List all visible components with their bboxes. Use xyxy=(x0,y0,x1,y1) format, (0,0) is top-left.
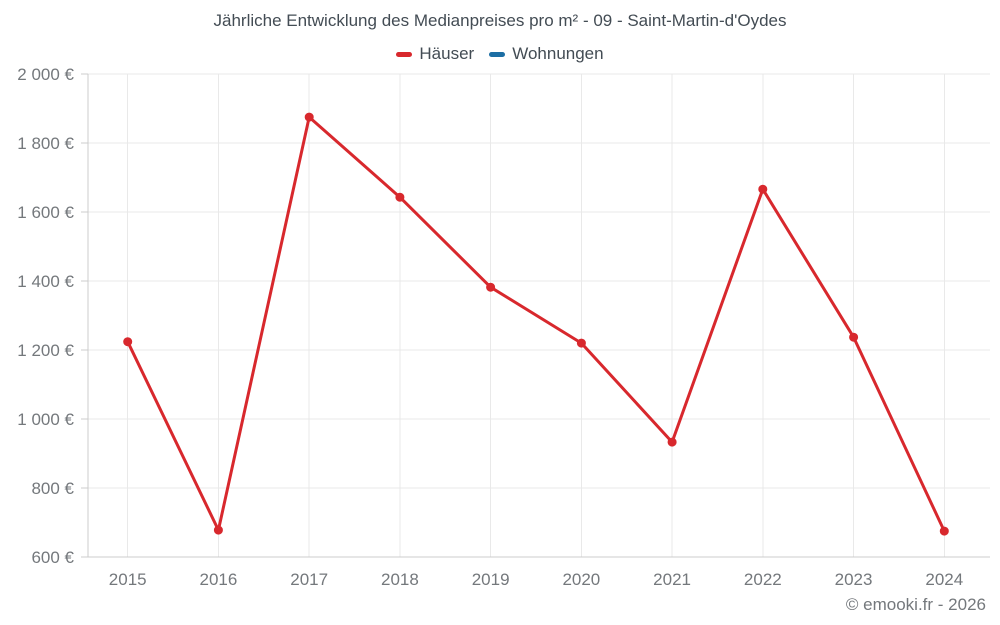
data-point-haeuser-2023[interactable] xyxy=(849,332,859,342)
series-line-haeuser xyxy=(126,115,946,533)
y-axis-tick-label: 1 600 € xyxy=(17,203,74,222)
y-axis-tick-label: 800 € xyxy=(31,479,74,498)
x-axis-tick-label: 2018 xyxy=(381,570,419,589)
legend: Häuser Wohnungen xyxy=(0,44,1000,64)
chart-title: Jährliche Entwicklung des Medianpreises … xyxy=(213,11,787,30)
data-point-haeuser-2021[interactable] xyxy=(667,437,677,447)
legend-item-wohnungen[interactable]: Wohnungen xyxy=(489,44,604,64)
data-point-haeuser-2022[interactable] xyxy=(758,184,768,194)
legend-marker-wohnungen-icon xyxy=(489,51,506,57)
y-axis-tick-label: 1 800 € xyxy=(17,134,74,153)
legend-label-haeuser: Häuser xyxy=(419,44,475,63)
x-axis-tick-label: 2019 xyxy=(472,570,510,589)
data-point-haeuser-2015[interactable] xyxy=(123,337,133,347)
legend-label-wohnungen: Wohnungen xyxy=(512,44,604,63)
y-axis-tick-label: 600 € xyxy=(31,548,74,567)
x-axis-tick-label: 2022 xyxy=(744,570,782,589)
y-axis-tick-label: 1 400 € xyxy=(17,272,74,291)
data-point-haeuser-2020[interactable] xyxy=(576,338,586,348)
legend-marker-haeuser-icon xyxy=(396,51,413,57)
x-axis-tick-label: 2016 xyxy=(200,570,238,589)
data-point-haeuser-2024[interactable] xyxy=(939,526,949,536)
data-point-haeuser-2017[interactable] xyxy=(304,112,314,122)
y-axis-tick-label: 1 200 € xyxy=(17,341,74,360)
y-axis-tick-label: 2 000 € xyxy=(17,65,74,84)
data-point-haeuser-2019[interactable] xyxy=(486,282,496,292)
copyright-footer: © emooki.fr - 2026 xyxy=(845,595,986,614)
x-axis-tick-label: 2024 xyxy=(925,570,963,589)
x-axis-tick-label: 2020 xyxy=(562,570,600,589)
x-axis-tick-label: 2023 xyxy=(835,570,873,589)
x-axis-tick-label: 2015 xyxy=(109,570,147,589)
x-axis-tick-label: 2017 xyxy=(290,570,328,589)
data-point-haeuser-2016[interactable] xyxy=(213,525,223,535)
data-point-haeuser-2018[interactable] xyxy=(395,192,405,202)
y-axis-tick-label: 1 000 € xyxy=(17,410,74,429)
x-axis-tick-label: 2021 xyxy=(653,570,691,589)
legend-item-haeuser[interactable]: Häuser xyxy=(396,44,474,64)
